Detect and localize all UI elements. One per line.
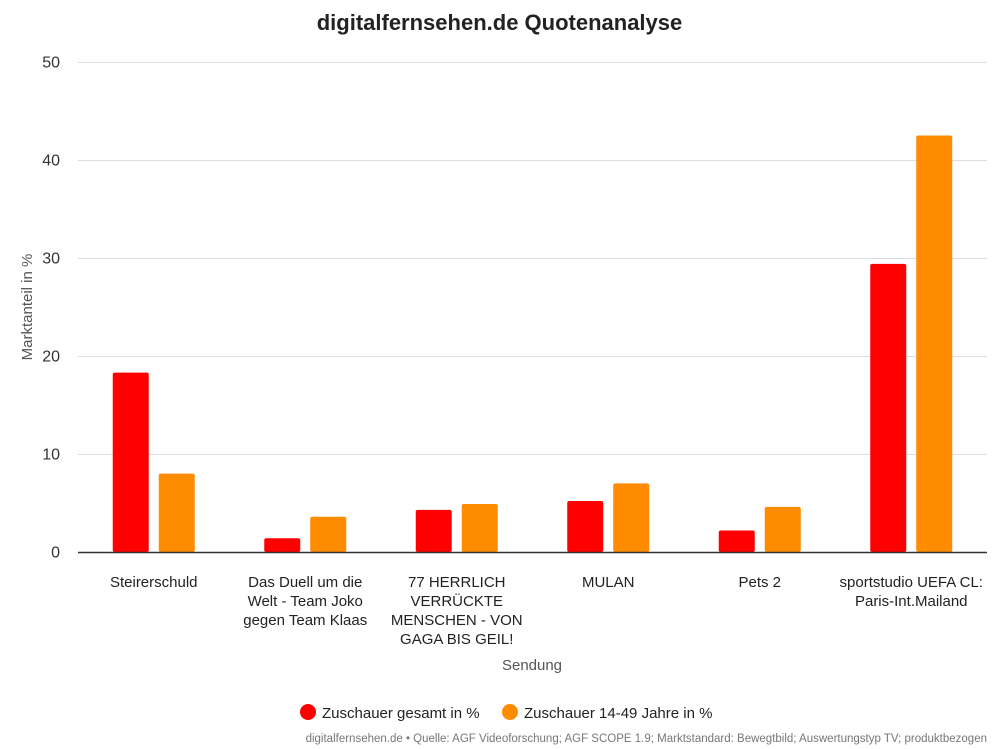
y-tick-label: 0 <box>51 545 60 562</box>
x-tick-label: Steirerschuld <box>110 574 198 591</box>
legend: Zuschauer gesamt in % Zuschauer 14-49 Jah… <box>300 704 712 722</box>
x-tick-label: VERRÜCKTE <box>410 592 503 610</box>
x-tick-label: MULAN <box>582 574 635 591</box>
bar-gesamt <box>112 372 149 552</box>
legend-marker <box>300 704 316 720</box>
chart-title: digitalfernsehen.de Quotenanalyse <box>317 10 683 35</box>
y-tick-label: 50 <box>42 55 60 72</box>
y-tick-label: 20 <box>42 349 60 366</box>
x-tick-label: MENSCHEN - VON <box>391 612 523 629</box>
legend-label: Zuschauer gesamt in % <box>322 705 480 722</box>
bar-gesamt <box>718 530 755 552</box>
x-axis-title: Sendung <box>502 657 562 674</box>
bar-gesamt <box>264 538 301 552</box>
x-axis-category-labels: Steirerschuld Das Duell um die Welt - Team… <box>110 574 983 648</box>
bar-14-49 <box>461 503 498 552</box>
x-tick-label: Das Duell um die <box>248 574 362 591</box>
x-tick-label: sportstudio UEFA CL: <box>840 574 983 591</box>
x-tick-label: 77 HERRLICH <box>408 574 506 591</box>
x-tick-label: Welt - Team Joko <box>248 593 363 610</box>
bars <box>112 135 953 552</box>
y-tick-label: 30 <box>42 251 60 268</box>
legend-marker <box>502 704 518 720</box>
bar-14-49 <box>764 506 801 552</box>
bar-14-49 <box>916 135 953 552</box>
bar-gesamt <box>870 263 907 552</box>
gridlines <box>78 62 987 455</box>
x-tick-label: Pets 2 <box>738 574 781 591</box>
y-axis-ticks: 0 10 20 30 40 50 <box>42 55 60 562</box>
y-tick-label: 40 <box>42 153 60 170</box>
source-note: digitalfernsehen.de • Quelle: AGF Videof… <box>306 733 987 745</box>
bar-14-49 <box>158 473 195 552</box>
bar-gesamt <box>567 501 604 552</box>
legend-label: Zuschauer 14-49 Jahre in % <box>524 705 712 722</box>
x-tick-label: GAGA BIS GEIL! <box>400 631 513 648</box>
x-tick-label: Paris-Int.Mailand <box>855 593 968 610</box>
bar-14-49 <box>310 516 347 552</box>
x-tick-label: gegen Team Klaas <box>243 612 367 629</box>
y-axis-title: Marktanteil in % <box>19 254 36 361</box>
y-tick-label: 10 <box>42 447 60 464</box>
bar-gesamt <box>415 509 452 552</box>
bar-14-49 <box>613 483 650 552</box>
